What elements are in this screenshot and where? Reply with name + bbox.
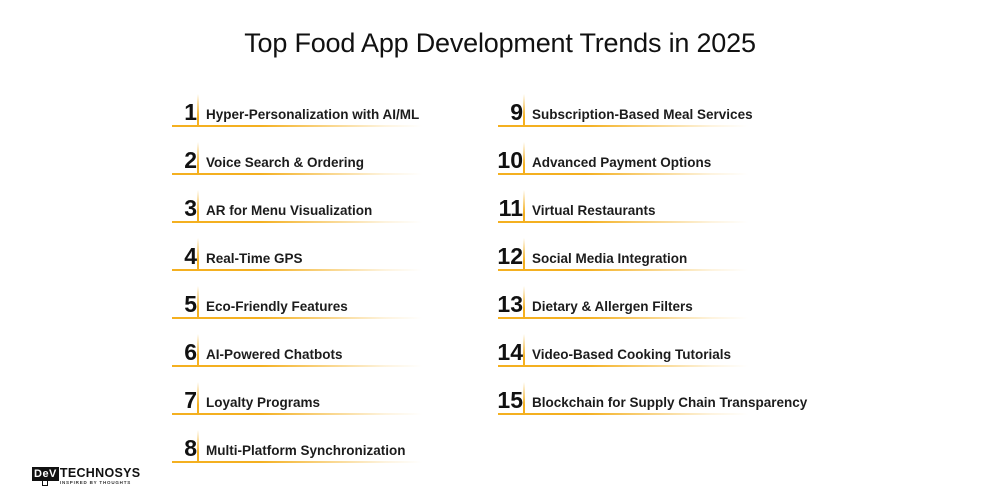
item-number: 3 [184,195,197,221]
item-label: Voice Search & Ordering [206,155,365,170]
accent-divider [523,334,525,367]
list-item: 4 Real-Time GPS [172,238,492,286]
list-item: 6 AI-Powered Chatbots [172,334,492,382]
accent-divider [197,238,199,271]
item-number: 4 [184,243,197,269]
logo-text: TECHNOSYS INSPIRED BY THOUGHTS [60,467,141,486]
item-number: 6 [184,339,197,365]
accent-divider [523,382,525,415]
list-item: 8 Multi-Platform Synchronization [172,430,492,478]
item-number: 5 [184,291,197,317]
item-label: Subscription-Based Meal Services [532,107,753,122]
accent-underline [172,317,422,319]
item-number: 12 [497,243,523,269]
item-number: 2 [184,147,197,173]
accent-divider [523,238,525,271]
item-label: AR for Menu Visualization [206,203,373,218]
list-item: 9 Subscription-Based Meal Services [498,94,818,142]
list-item: 5 Eco-Friendly Features [172,286,492,334]
logo-mark: DeV [32,467,59,481]
list-item: 12 Social Media Integration [497,238,818,286]
accent-underline [172,173,422,175]
accent-underline [172,125,422,127]
accent-underline [498,365,748,367]
logo-tagline: INSPIRED BY THOUGHTS [59,480,132,485]
accent-underline [172,413,422,415]
accent-underline [172,269,422,271]
item-label: Blockchain for Supply Chain Transparency [532,395,808,410]
accent-underline [498,125,748,127]
monitor-stand-icon [42,481,48,486]
item-label: Multi-Platform Synchronization [206,443,406,458]
item-label: Virtual Restaurants [532,203,656,218]
item-label: Video-Based Cooking Tutorials [532,347,732,362]
item-label: Loyalty Programs [206,395,321,410]
item-label: Hyper-Personalization with AI/ML [206,107,420,122]
list-item: 3 AR for Menu Visualization [172,190,492,238]
list-item: 14 Video-Based Cooking Tutorials [497,334,818,382]
item-number: 8 [184,435,197,461]
item-number: 9 [510,99,523,125]
item-number: 14 [497,339,523,365]
accent-divider [197,94,199,127]
accent-divider [197,382,199,415]
accent-underline [498,269,748,271]
accent-divider [197,142,199,175]
accent-divider [197,286,199,319]
accent-underline [498,221,748,223]
accent-divider [523,142,525,175]
trend-list-right: 9 Subscription-Based Meal Services 10 Ad… [497,94,818,430]
item-number: 11 [498,195,523,221]
item-label: Social Media Integration [532,251,688,266]
list-item: 2 Voice Search & Ordering [172,142,492,190]
item-label: Real-Time GPS [206,251,303,266]
logo-name: TECHNOSYS [59,466,141,480]
trend-list-left: 1 Hyper-Personalization with AI/ML 2 Voi… [172,94,492,478]
page-title: Top Food App Development Trends in 2025 [244,28,756,58]
list-item: 15 Blockchain for Supply Chain Transpare… [497,382,818,430]
accent-divider [523,190,525,223]
accent-underline [498,317,748,319]
item-number: 13 [497,291,523,317]
list-item: 13 Dietary & Allergen Filters [497,286,818,334]
list-item: 1 Hyper-Personalization with AI/ML [172,94,492,142]
accent-underline [172,221,422,223]
item-label: Dietary & Allergen Filters [532,299,693,314]
list-item: 11 Virtual Restaurants [498,190,818,238]
accent-divider [523,286,525,319]
list-item: 7 Loyalty Programs [172,382,492,430]
list-item: 10 Advanced Payment Options [497,142,818,190]
item-number: 10 [497,147,523,173]
item-label: Eco-Friendly Features [206,299,348,314]
accent-underline [498,413,748,415]
item-number: 7 [184,387,197,413]
accent-divider [197,190,199,223]
accent-divider [523,94,525,127]
accent-underline [498,173,748,175]
item-label: Advanced Payment Options [532,155,712,170]
item-label: AI-Powered Chatbots [206,347,343,362]
accent-underline [172,461,422,463]
item-number: 1 [184,99,197,125]
accent-underline [172,365,422,367]
item-number: 15 [497,387,523,413]
brand-logo: DeV TECHNOSYS INSPIRED BY THOUGHTS [32,467,140,487]
accent-divider [197,334,199,367]
accent-divider [197,430,199,463]
